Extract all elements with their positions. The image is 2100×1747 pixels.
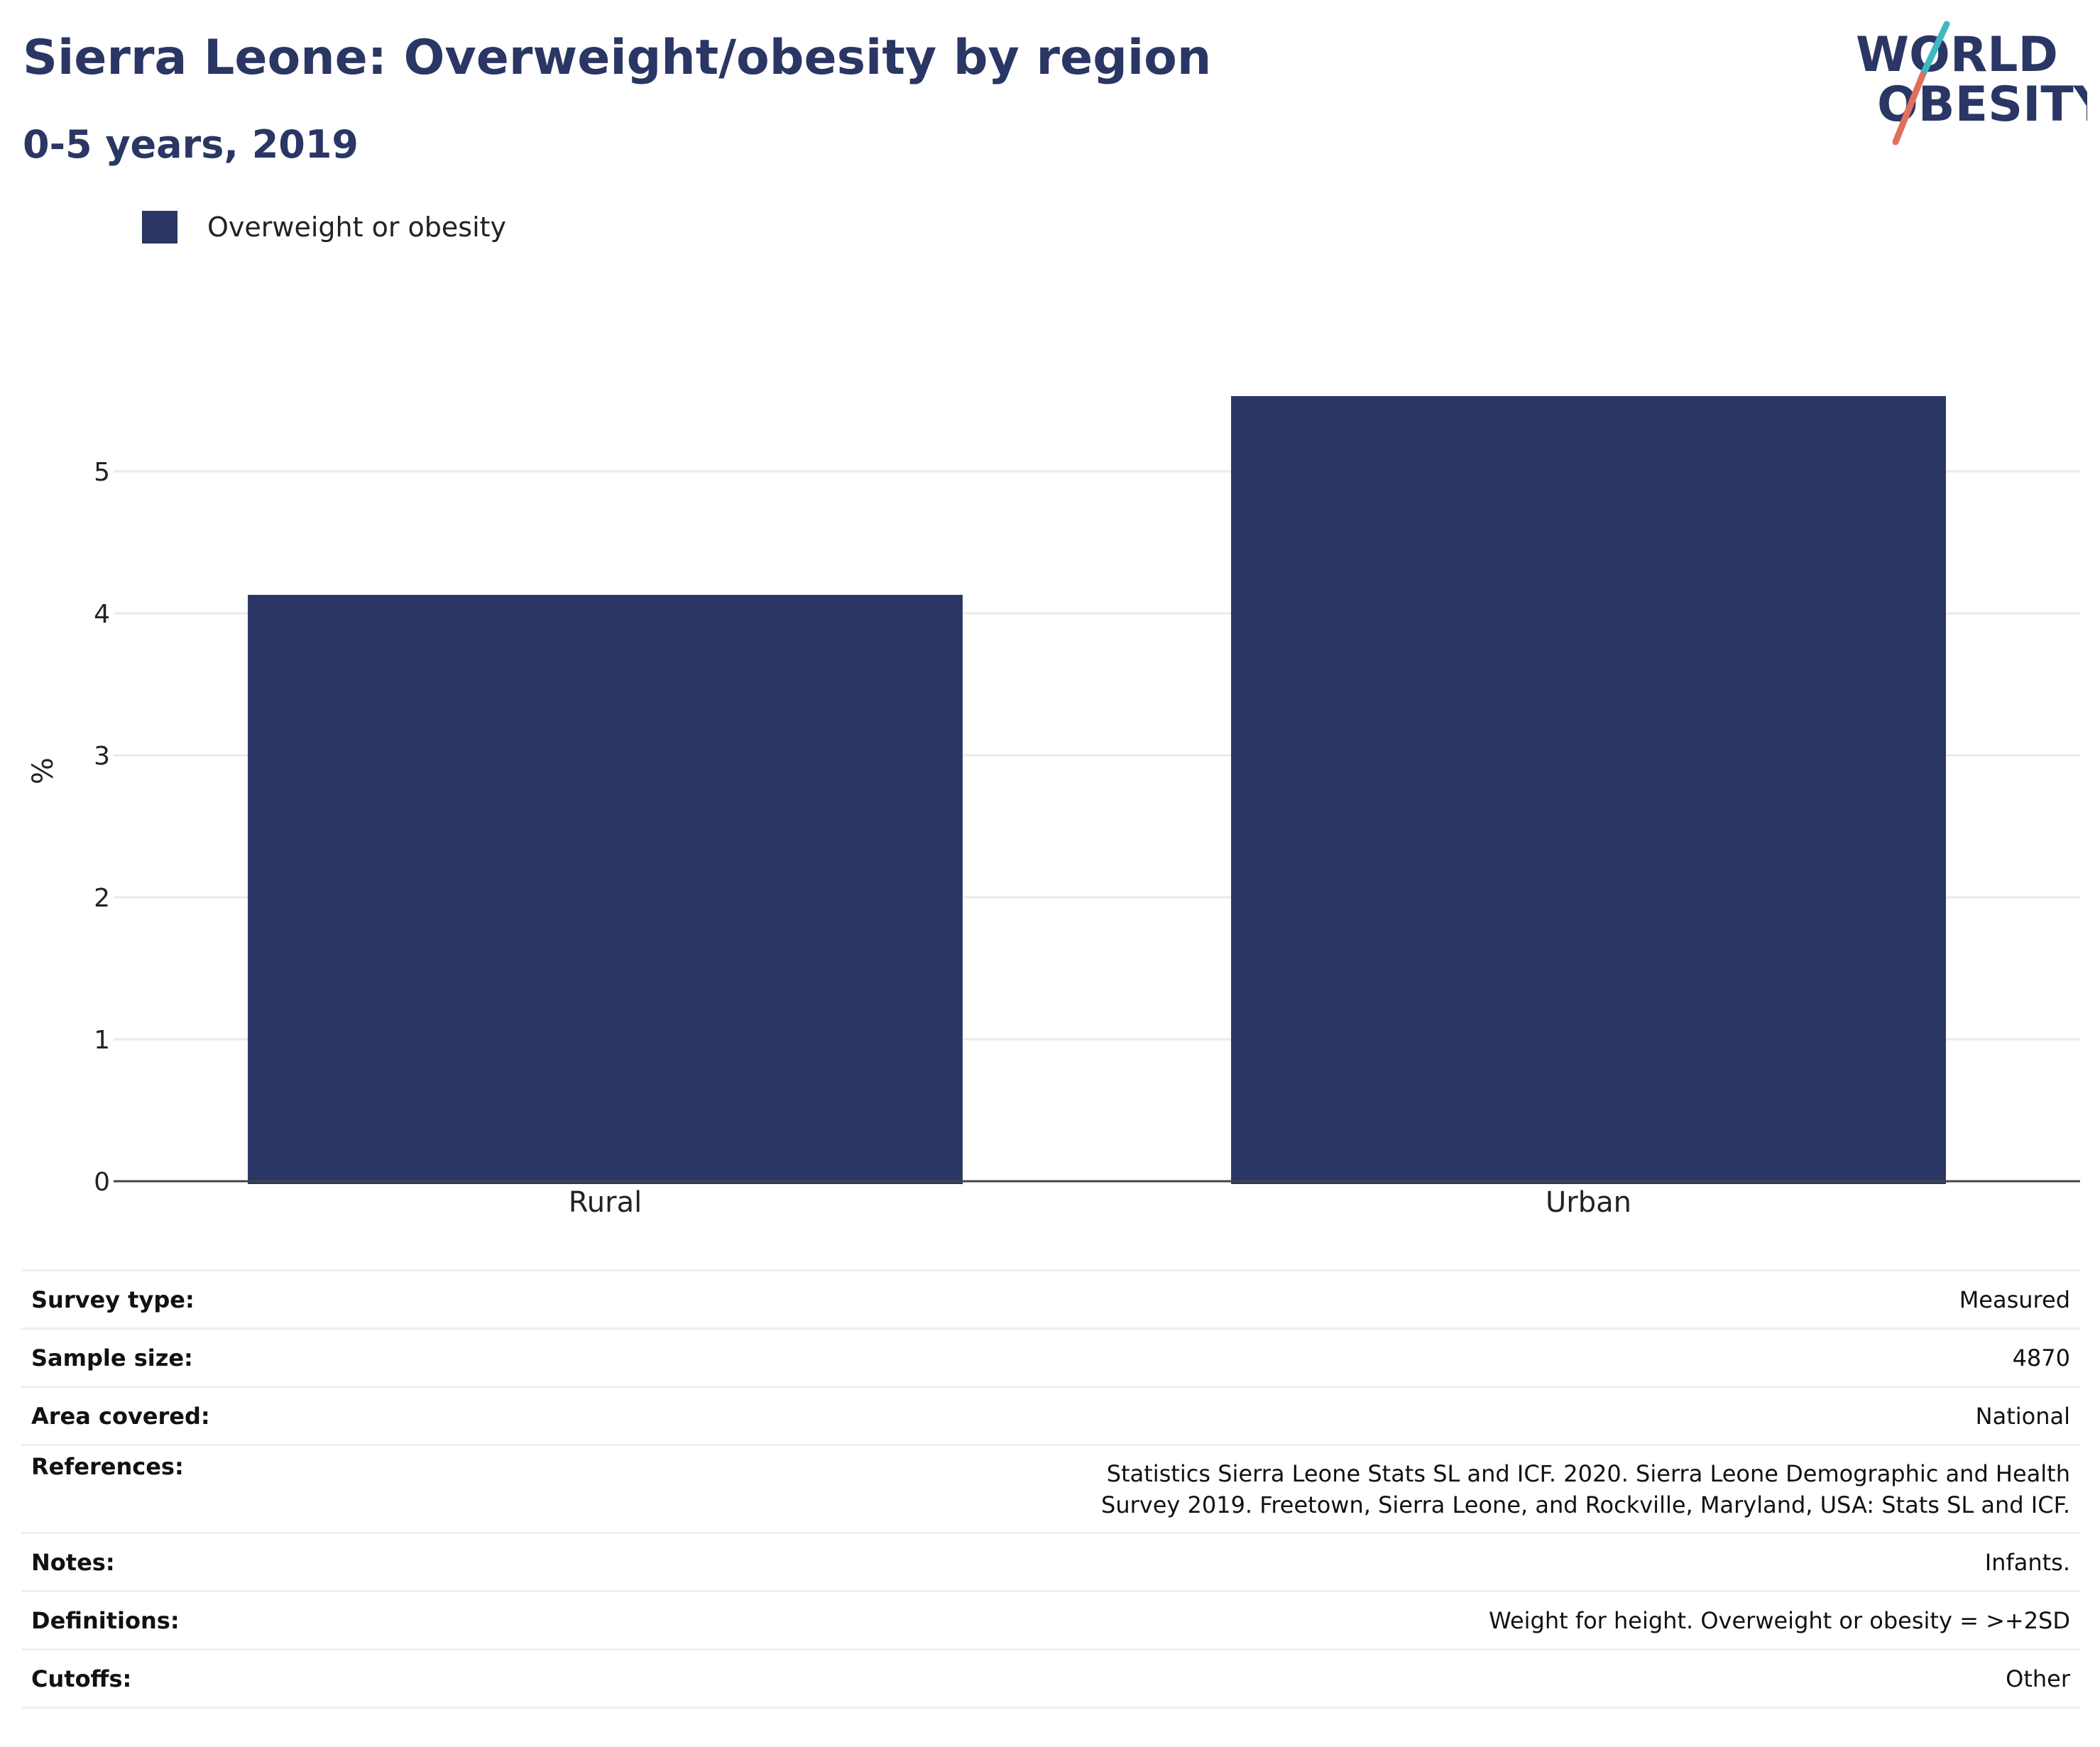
x-tick-label: Urban — [1546, 1186, 1631, 1219]
y-tick-label: 5 — [94, 458, 110, 487]
info-label: Definitions: — [21, 1590, 396, 1650]
y-tick-label: 3 — [94, 742, 110, 771]
info-value: National — [396, 1386, 2080, 1445]
world-obesity-logo: WORLD OBESITY — [1856, 21, 2087, 146]
info-row: Area covered: National — [21, 1386, 2080, 1445]
legend-label: Overweight or obesity — [207, 212, 507, 243]
info-value: Infants. — [396, 1532, 2080, 1592]
info-label: Sample size: — [21, 1327, 396, 1387]
info-value: Statistics Sierra Leone Stats SL and ICF… — [396, 1444, 2080, 1533]
logo-slash-coral — [1892, 72, 1926, 146]
info-row: Sample size: 4870 — [21, 1327, 2080, 1387]
info-label: Notes: — [21, 1532, 396, 1592]
chart-legend: Overweight or obesity — [142, 211, 506, 243]
survey-info-table: Survey type: Measured Sample size: 4870 Area… — [21, 1269, 2080, 1709]
info-label: References: — [21, 1444, 396, 1533]
info-value: 4870 — [396, 1327, 2080, 1387]
chart-title: Sierra Leone: Overweight/obesity by regi… — [23, 30, 1212, 86]
bar — [1231, 396, 1946, 1184]
y-tick-label: 0 — [94, 1168, 110, 1197]
info-value: Measured — [396, 1269, 2080, 1329]
bar — [248, 595, 963, 1184]
info-value: Weight for height. Overweight or obesity… — [396, 1590, 2080, 1650]
y-tick-label: 2 — [94, 884, 110, 913]
info-row: Cutoffs: Other — [21, 1648, 2080, 1709]
legend-swatch — [142, 211, 177, 243]
logo-line-1: WORLD — [1856, 27, 2058, 83]
logo-slash-teal — [1919, 21, 1950, 79]
y-axis-label: % — [27, 757, 60, 784]
info-label: Area covered: — [21, 1386, 396, 1445]
info-row: Definitions: Weight for height. Overweigh… — [21, 1590, 2080, 1650]
info-row: Survey type: Measured — [21, 1269, 2080, 1329]
info-row: Notes: Infants. — [21, 1532, 2080, 1592]
x-tick-label: Rural — [569, 1186, 642, 1219]
y-tick-label: 4 — [94, 600, 110, 629]
info-value: Other — [396, 1648, 2080, 1709]
info-label: Cutoffs: — [21, 1648, 396, 1709]
info-row: References: Statistics Sierra Leone Stats… — [21, 1444, 2080, 1533]
info-label: Survey type: — [21, 1269, 396, 1329]
y-tick-label: 1 — [94, 1026, 110, 1055]
bar-chart: 0 1 2 3 4 5% Rural Urban — [27, 396, 2080, 1219]
chart-subtitle: 0-5 years, 2019 — [23, 122, 359, 167]
